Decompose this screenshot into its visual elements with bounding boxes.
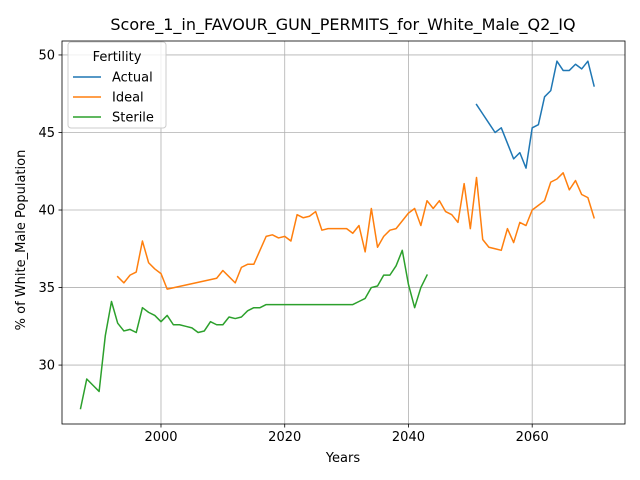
legend: Fertility Actual Ideal Sterile bbox=[67, 41, 167, 129]
tick-layer: 2000 2020 2040 2060 30 35 40 45 50 bbox=[38, 48, 548, 445]
series-line-ideal bbox=[116, 172, 596, 290]
legend-label-ideal: Ideal bbox=[112, 91, 144, 106]
series-layer bbox=[79, 60, 596, 410]
legend-label-sterile: Sterile bbox=[112, 111, 154, 126]
chart-title: Score_1_in_FAVOUR_GUN_PERMITS_for_White_… bbox=[110, 15, 575, 35]
y-tick-label: 30 bbox=[38, 359, 55, 374]
legend-label-actual: Actual bbox=[112, 71, 153, 86]
legend-title: Fertility bbox=[93, 50, 142, 65]
x-tick-label: 2060 bbox=[516, 430, 549, 445]
y-tick-label: 50 bbox=[38, 48, 55, 63]
x-axis-label: Years bbox=[325, 451, 361, 466]
y-axis-label: % of White_Male Population bbox=[14, 150, 29, 331]
series-line-sterile bbox=[79, 249, 429, 410]
x-tick-label: 2040 bbox=[392, 430, 425, 445]
y-tick-label: 40 bbox=[38, 204, 55, 219]
series-line-actual bbox=[475, 60, 595, 169]
legend-entries: Actual Ideal Sterile bbox=[73, 71, 154, 126]
x-tick-label: 2020 bbox=[268, 430, 301, 445]
plot-frame bbox=[61, 40, 626, 425]
legend-box bbox=[67, 41, 167, 129]
y-tick-label: 45 bbox=[38, 126, 55, 141]
y-tick-label: 35 bbox=[38, 281, 55, 296]
x-tick-label: 2000 bbox=[144, 430, 177, 445]
